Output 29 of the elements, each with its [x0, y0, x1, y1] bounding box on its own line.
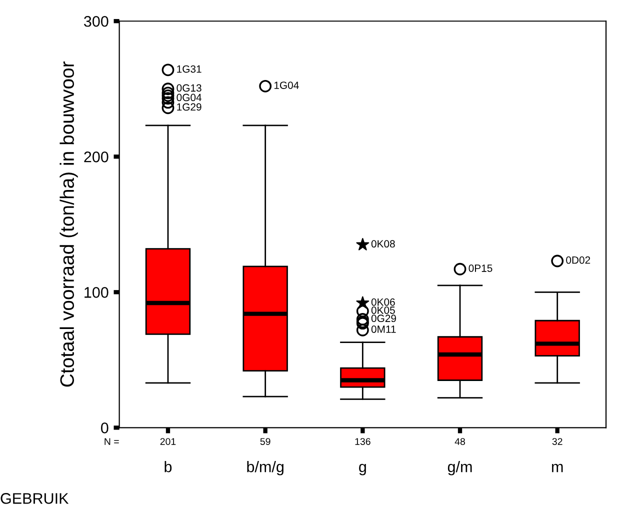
y-axis-title: Ctotaal voorraad (ton/ha) in bouwvoor — [60, 62, 78, 387]
x-tick-label: b — [164, 461, 172, 472]
text: 32 — [552, 438, 562, 445]
y-tick-label: 100 — [84, 287, 108, 298]
x-tick-label: g/m — [448, 461, 472, 476]
annotation: 1G29 — [177, 103, 202, 111]
y-tick-label: 0 — [101, 422, 108, 434]
annotation: 0G13 — [176, 84, 202, 92]
x-axis-title: GEBRUIK — [0, 493, 69, 504]
annotation: 0P15 — [468, 264, 492, 272]
x-tick-label: b/m/g — [247, 461, 284, 476]
annotation: 0M11 — [371, 326, 396, 333]
annotation: 1G04 — [274, 82, 299, 89]
text: 201 — [160, 438, 176, 445]
text: 48 — [454, 438, 465, 445]
annotation: 0D02 — [566, 256, 590, 264]
text: 136 — [355, 438, 370, 445]
text: N = — [104, 438, 119, 445]
y-tick-label: 200 — [84, 152, 108, 162]
annotation: 1G31 — [177, 65, 202, 73]
annotation: 0K08 — [371, 240, 395, 248]
annotation: 0K05 — [371, 306, 395, 314]
x-tick-label: m — [552, 464, 563, 472]
text: 59 — [260, 438, 270, 445]
x-tick-label: g — [359, 464, 366, 476]
annotation: 0K06 — [371, 298, 395, 306]
annotation: 0G04 — [176, 94, 202, 102]
y-tick-label: 300 — [84, 16, 108, 27]
annotation: 0G29 — [371, 314, 396, 322]
